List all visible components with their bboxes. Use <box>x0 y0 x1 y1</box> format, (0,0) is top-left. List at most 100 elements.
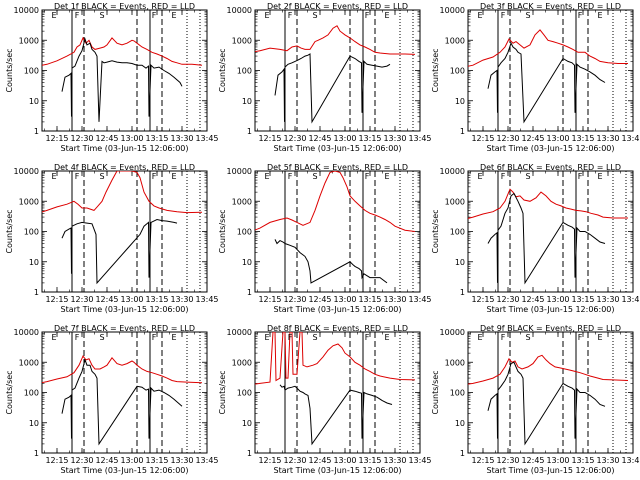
y-axis-label: Counts/sec <box>431 370 440 414</box>
y-tick-label: 1 <box>34 288 39 297</box>
plot-frame <box>41 170 208 293</box>
segment-label: F <box>75 11 80 20</box>
plot-area <box>468 332 629 453</box>
events-series-line <box>274 239 388 284</box>
y-tick-label: 1000 <box>232 358 252 367</box>
plot-frame <box>41 331 208 454</box>
y-tick-label: 1000 <box>232 197 252 206</box>
y-tick-label: 1000 <box>232 36 252 45</box>
segment-label: E <box>51 11 56 20</box>
segment-label: E <box>597 172 602 181</box>
panel-title: Det 6f BLACK = Events, RED = LLD <box>480 163 621 172</box>
y-axis-label: Counts/sec <box>5 48 14 92</box>
y-tick-label: 10 <box>242 258 252 267</box>
x-tick-label: 12:45 <box>308 134 331 143</box>
plot-area <box>468 10 628 131</box>
segment-label: S <box>525 333 530 342</box>
x-tick-label: 12:15 <box>471 295 494 304</box>
segment-label: E <box>384 333 389 342</box>
x-tick-label: 12:30 <box>70 295 93 304</box>
lld-series-line <box>468 354 629 385</box>
segment-label: E <box>384 172 389 181</box>
x-tick-label: 12:30 <box>496 456 519 465</box>
y-tick-label: 1 <box>34 127 39 136</box>
y-axis-label: Counts/sec <box>5 370 14 414</box>
x-tick-label: 13:45 <box>408 295 431 304</box>
segment-label: F <box>501 333 506 342</box>
panel-9 <box>467 331 634 454</box>
events-series-line <box>61 37 183 122</box>
y-axis-label: Counts/sec <box>218 370 227 414</box>
y-tick-label: 1 <box>460 288 465 297</box>
x-axis-label: Start Time (03-Jun-15 12:06:00) <box>487 144 615 153</box>
plot-frame <box>254 9 421 132</box>
events-series-line <box>61 358 183 446</box>
x-tick-label: 13:45 <box>621 134 640 143</box>
y-tick-label: 10000 <box>14 328 39 337</box>
x-tick-label: 12:15 <box>471 134 494 143</box>
x-tick-label: 13:30 <box>383 456 406 465</box>
panel-title: Det 4f BLACK = Events, RED = LLD <box>54 163 195 172</box>
events-series-line <box>274 53 391 124</box>
y-axis-label: Counts/sec <box>5 209 14 253</box>
x-tick-label: 12:30 <box>283 456 306 465</box>
y-tick-label: 1 <box>247 288 252 297</box>
segment-label: F <box>288 333 293 342</box>
y-axis-label: Counts/sec <box>218 48 227 92</box>
panel-3 <box>467 9 634 132</box>
segment-label: E <box>597 333 602 342</box>
y-tick-label: 1 <box>34 449 39 458</box>
panel-1 <box>41 9 208 132</box>
x-tick-label: 13:15 <box>358 295 381 304</box>
x-tick-label: 13:15 <box>571 456 594 465</box>
x-tick-label: 12:30 <box>70 456 93 465</box>
segment-label: F <box>578 172 583 181</box>
lld-series-line <box>468 188 628 219</box>
y-tick-label: 100 <box>450 67 465 76</box>
panel-title: Det 3f BLACK = Events, RED = LLD <box>480 2 621 11</box>
y-axis-label: Counts/sec <box>218 209 227 253</box>
x-tick-label: 13:45 <box>195 295 218 304</box>
x-tick-label: 13:45 <box>621 295 640 304</box>
y-tick-label: 1000 <box>445 358 465 367</box>
x-tick-label: 13:30 <box>383 295 406 304</box>
plot-area <box>255 171 416 292</box>
segment-label: E <box>477 11 482 20</box>
x-tick-label: 13:00 <box>546 134 569 143</box>
segment-label: F <box>152 11 157 20</box>
y-tick-label: 100 <box>237 228 252 237</box>
x-tick-label: 12:30 <box>283 134 306 143</box>
x-tick-label: 13:15 <box>145 134 168 143</box>
panel-title: Det 7f BLACK = Events, RED = LLD <box>54 324 195 333</box>
x-tick-label: 12:45 <box>95 456 118 465</box>
x-axis-label: Start Time (03-Jun-15 12:06:00) <box>274 144 402 153</box>
y-tick-label: 1000 <box>19 358 39 367</box>
x-tick-label: 13:30 <box>170 134 193 143</box>
x-tick-label: 12:15 <box>258 295 281 304</box>
x-tick-label: 13:00 <box>120 295 143 304</box>
panel-title: Det 1f BLACK = Events, RED = LLD <box>54 2 195 11</box>
x-tick-label: 13:30 <box>596 134 619 143</box>
segment-label: S <box>525 11 530 20</box>
x-tick-label: 13:30 <box>170 295 193 304</box>
y-tick-label: 100 <box>450 228 465 237</box>
x-tick-label: 13:15 <box>145 295 168 304</box>
segment-label: E <box>597 11 602 20</box>
x-tick-label: 12:30 <box>70 134 93 143</box>
plot-frame <box>41 9 208 132</box>
x-tick-label: 12:15 <box>258 456 281 465</box>
panel-6 <box>467 170 634 293</box>
lld-series-line <box>255 332 416 385</box>
x-tick-label: 13:00 <box>120 134 143 143</box>
segment-label: S <box>525 172 530 181</box>
segment-label: E <box>171 333 176 342</box>
x-tick-label: 12:45 <box>308 295 331 304</box>
y-tick-label: 10 <box>455 419 465 428</box>
segment-label: S <box>312 172 317 181</box>
segment-label: F <box>365 11 370 20</box>
x-tick-label: 12:30 <box>496 134 519 143</box>
x-tick-label: 13:00 <box>333 456 356 465</box>
segment-label: F <box>365 172 370 181</box>
y-tick-label: 10000 <box>440 328 465 337</box>
